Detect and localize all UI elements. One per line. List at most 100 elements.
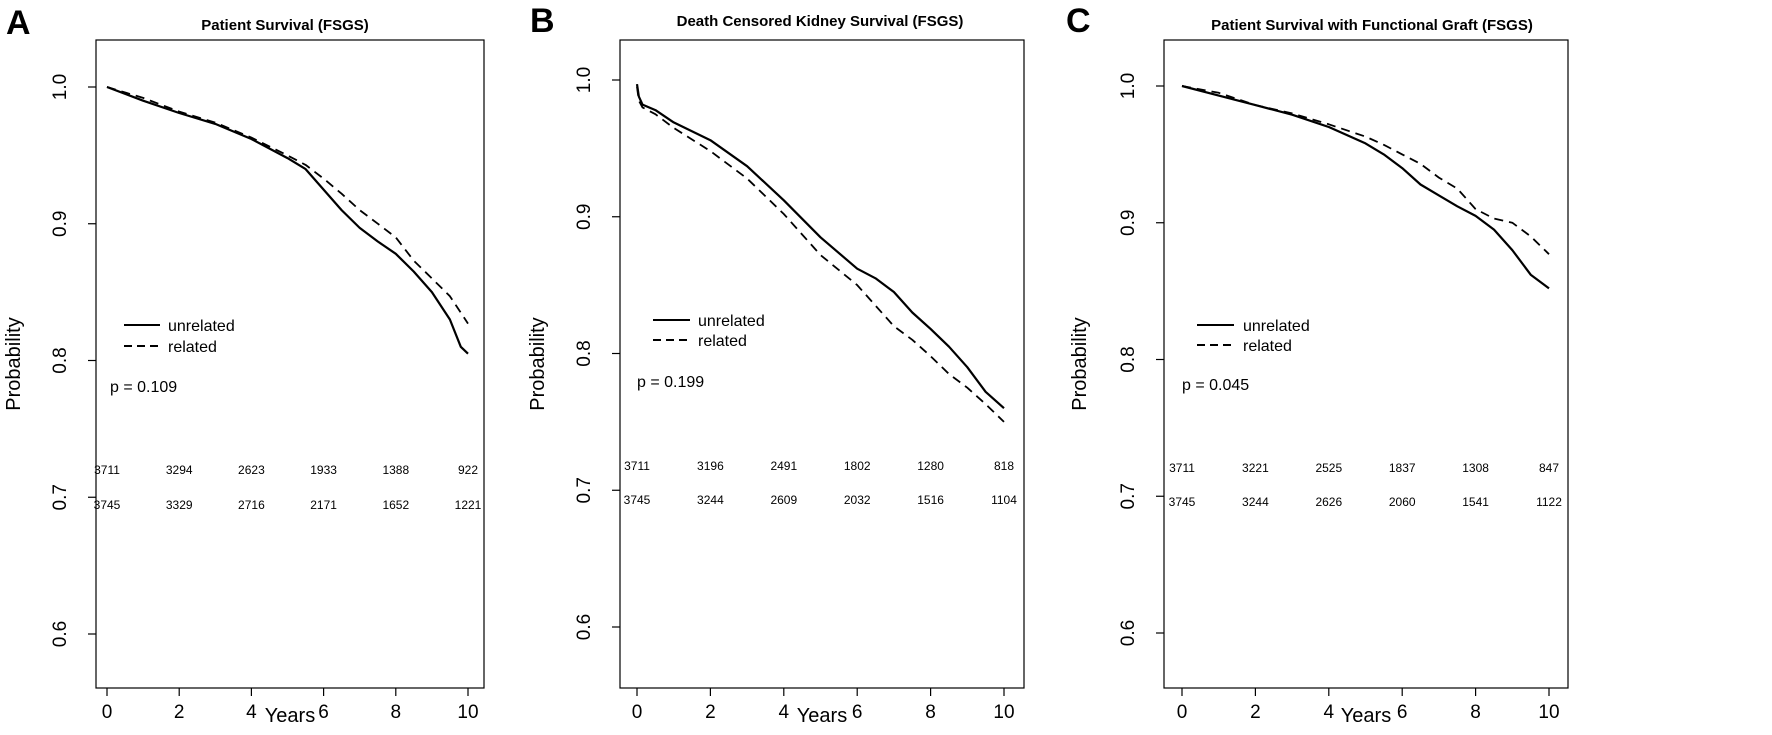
x-tick-label: 10 <box>993 702 1014 723</box>
y-axis-label: Probability <box>1069 317 1091 410</box>
plot-frame <box>1163 39 1569 689</box>
at-risk-count: 2060 <box>1389 495 1416 509</box>
x-axis-label: Years <box>797 705 847 727</box>
at-risk-count: 3221 <box>1242 461 1269 475</box>
legend-label: related <box>168 339 217 356</box>
at-risk-count: 1837 <box>1389 461 1416 475</box>
x-tick-label: 10 <box>1538 702 1559 723</box>
at-risk-count: 1516 <box>917 493 944 507</box>
at-risk-count: 2623 <box>238 463 265 477</box>
x-tick-label: 2 <box>1250 702 1261 723</box>
series-line-related <box>106 86 469 325</box>
legend-label: unrelated <box>1243 318 1310 335</box>
at-risk-count: 1802 <box>844 459 871 473</box>
y-tick-label: 0.8 <box>1118 346 1139 372</box>
legend: unrelated related <box>653 313 765 350</box>
plot-frame <box>619 39 1025 689</box>
y-tick-label: 0.9 <box>574 204 595 230</box>
y-axis-label: Probability <box>3 317 25 410</box>
at-risk-count: 1388 <box>382 463 409 477</box>
legend-label: unrelated <box>168 318 235 335</box>
y-tick-label: 0.6 <box>574 614 595 640</box>
series-line-related <box>636 86 1005 423</box>
legend-label: related <box>1243 338 1292 355</box>
series-line-unrelated <box>106 85 469 355</box>
x-tick-label: 4 <box>1324 702 1335 723</box>
at-risk-count: 2626 <box>1315 495 1342 509</box>
panel-letter: B <box>530 2 555 40</box>
y-tick-label: 0.9 <box>50 211 71 237</box>
at-risk-count: 1122 <box>1536 495 1562 509</box>
panel-a: A Patient Survival (FSGS) 0.6 0.7 0.8 0.9 1.0 0… <box>3 4 485 727</box>
y-tick-label: 0.7 <box>50 484 71 510</box>
x-tick-label: 4 <box>779 702 790 723</box>
y-tick-label: 0.7 <box>574 477 595 503</box>
x-tick-label: 8 <box>391 702 402 723</box>
at-risk-count: 3329 <box>166 498 193 512</box>
p-value: p = 0.045 <box>1182 377 1249 394</box>
x-tick-label: 0 <box>632 702 643 723</box>
x-tick-label: 10 <box>457 702 478 723</box>
at-risk-count: 922 <box>458 463 478 477</box>
y-tick-label: 1.0 <box>50 74 71 100</box>
at-risk-count: 3244 <box>697 493 724 507</box>
y-tick-label: 0.6 <box>1118 620 1139 646</box>
at-risk-count: 3745 <box>624 493 651 507</box>
y-tick-label: 0.8 <box>50 347 71 373</box>
at-risk-count: 3244 <box>1242 495 1269 509</box>
at-risk-count: 1541 <box>1462 495 1489 509</box>
x-tick-label: 6 <box>1397 702 1408 723</box>
at-risk-count: 2491 <box>770 459 797 473</box>
x-tick-label: 2 <box>705 702 716 723</box>
x-tick-label: 0 <box>102 702 113 723</box>
y-tick-label: 0.6 <box>50 621 71 647</box>
legend-label: related <box>698 333 747 350</box>
panel-b: B Death Censored Kidney Survival (FSGS) 0.… <box>527 2 1025 727</box>
x-tick-label: 8 <box>1470 702 1481 723</box>
legend-label: unrelated <box>698 313 765 330</box>
series-line-unrelated <box>635 83 1005 410</box>
chart-title: Patient Survival (FSGS) <box>201 17 369 34</box>
at-risk-count: 1104 <box>991 493 1017 507</box>
at-risk-count: 3711 <box>1169 461 1195 475</box>
p-value: p = 0.199 <box>637 374 704 391</box>
x-axis-label: Years <box>265 705 315 727</box>
y-tick-label: 0.9 <box>1118 210 1139 236</box>
at-risk-count: 1652 <box>382 498 409 512</box>
y-tick-label: 0.7 <box>1118 483 1139 509</box>
panel-letter: C <box>1066 2 1091 40</box>
panel-c: C Patient Survival with Functional Graft … <box>1066 2 1569 727</box>
at-risk-count: 3745 <box>94 498 121 512</box>
at-risk-count: 818 <box>994 459 1014 473</box>
at-risk-count: 3196 <box>697 459 724 473</box>
at-risk-count: 3711 <box>624 459 650 473</box>
at-risk-count: 847 <box>1539 461 1559 475</box>
x-tick-label: 6 <box>852 702 863 723</box>
x-tick-label: 0 <box>1177 702 1188 723</box>
x-tick-label: 8 <box>925 702 936 723</box>
at-risk-count: 2032 <box>844 493 871 507</box>
at-risk-count: 1308 <box>1462 461 1489 475</box>
p-value: p = 0.109 <box>110 379 177 396</box>
x-tick-label: 6 <box>318 702 329 723</box>
at-risk-count: 1280 <box>917 459 944 473</box>
at-risk-count: 3294 <box>166 463 193 477</box>
legend: unrelated related <box>1197 318 1310 355</box>
at-risk-count: 2609 <box>770 493 797 507</box>
chart-title: Patient Survival with Functional Graft (… <box>1211 17 1533 34</box>
y-axis-label: Probability <box>527 317 549 410</box>
at-risk-count: 2171 <box>310 498 337 512</box>
chart-title: Death Censored Kidney Survival (FSGS) <box>677 13 964 30</box>
panel-letter: A <box>6 4 31 42</box>
at-risk-count: 1933 <box>310 463 337 477</box>
x-axis-label: Years <box>1341 705 1391 727</box>
plot-frame <box>95 39 485 689</box>
at-risk-count: 1221 <box>455 498 482 512</box>
at-risk-count: 3745 <box>1169 495 1196 509</box>
series-line-unrelated <box>1181 84 1550 290</box>
legend: unrelated related <box>124 318 235 356</box>
y-tick-label: 1.0 <box>1118 73 1139 99</box>
y-tick-label: 0.8 <box>574 340 595 366</box>
